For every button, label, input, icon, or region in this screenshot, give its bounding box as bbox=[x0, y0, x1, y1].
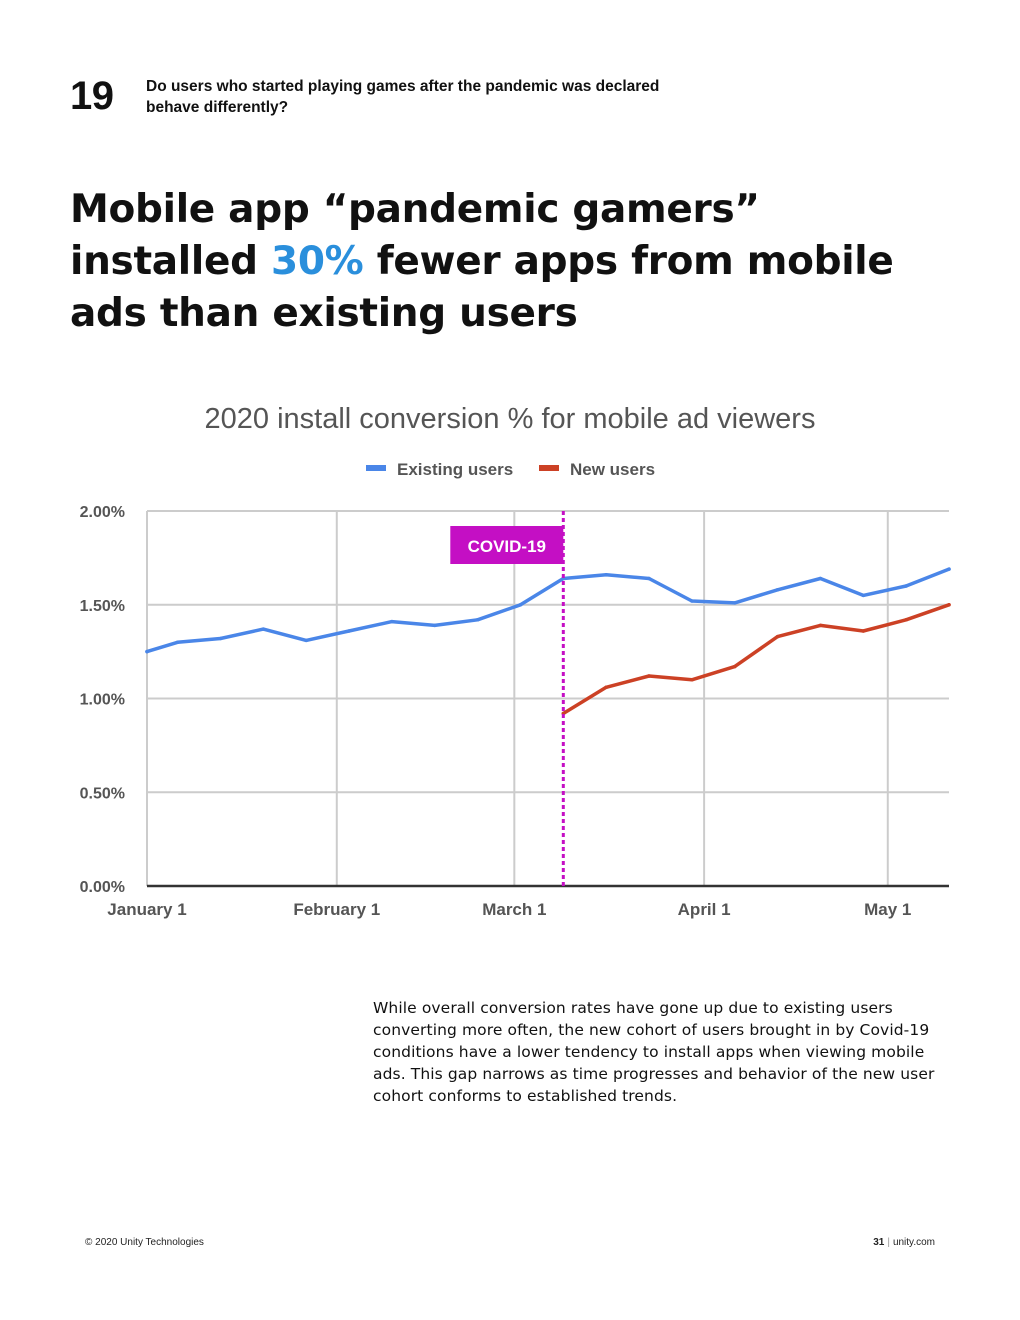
data-point-new-users bbox=[647, 674, 651, 678]
data-point-existing-users bbox=[775, 587, 780, 592]
chart-container: 2020 install conversion % for mobile ad … bbox=[0, 380, 1020, 940]
data-point-new-users bbox=[732, 664, 737, 669]
x-tick-label: January 1 bbox=[107, 900, 186, 919]
data-point-existing-users bbox=[261, 627, 266, 631]
data-point-existing-users bbox=[175, 640, 180, 645]
data-point-existing-users bbox=[732, 601, 737, 605]
chart-series bbox=[145, 567, 951, 716]
data-point-existing-users bbox=[647, 576, 651, 581]
y-axis: 0.00% 0.50% 1.00% 1.50% 2.00% bbox=[80, 504, 125, 896]
legend-label: Existing users bbox=[397, 460, 513, 479]
data-point-existing-users bbox=[390, 619, 394, 624]
data-point-new-users bbox=[861, 629, 866, 633]
data-point-new-users bbox=[690, 677, 694, 682]
data-point-existing-users bbox=[432, 623, 437, 628]
section-question: Do users who started playing games after… bbox=[146, 78, 660, 116]
series-line-new-users bbox=[561, 603, 951, 716]
legend-swatch bbox=[539, 465, 559, 471]
series-line-existing-users bbox=[145, 567, 951, 654]
footer-right: 31 | unity.com bbox=[873, 1237, 935, 1248]
body-paragraph: While overall conversion rates have gone… bbox=[373, 999, 935, 1105]
data-point-existing-users bbox=[690, 599, 694, 603]
line-chart: 2020 install conversion % for mobile ad … bbox=[80, 403, 951, 919]
covid-label: COVID-19 bbox=[468, 537, 546, 556]
legend-swatch bbox=[366, 465, 386, 471]
x-tick-label: April 1 bbox=[678, 900, 731, 919]
headline-part-1: Mobile app “pandemic gamers” installed bbox=[70, 187, 760, 284]
data-point-existing-users bbox=[518, 602, 523, 607]
chart-legend: Existing users New users bbox=[366, 460, 655, 479]
data-point-existing-users bbox=[604, 572, 608, 577]
data-point-new-users bbox=[604, 685, 608, 690]
data-point-existing-users bbox=[145, 649, 149, 654]
data-point-existing-users bbox=[947, 567, 951, 571]
section-number: 19 bbox=[70, 74, 114, 118]
data-point-existing-users bbox=[347, 629, 351, 633]
data-point-new-users bbox=[947, 602, 951, 607]
data-point-new-users bbox=[904, 617, 908, 622]
footer-separator: | bbox=[887, 1237, 890, 1248]
page-number: 31 bbox=[873, 1237, 885, 1248]
covid-label-box bbox=[450, 526, 564, 564]
x-tick-label: February 1 bbox=[293, 900, 380, 919]
y-tick-label: 0.50% bbox=[80, 785, 125, 802]
data-point-new-users bbox=[775, 634, 780, 639]
headline-part-2: fewer apps from mobile ads than existing… bbox=[70, 239, 894, 336]
data-point-existing-users bbox=[475, 617, 480, 622]
headline-highlight: 30% bbox=[271, 239, 364, 284]
y-tick-label: 2.00% bbox=[80, 504, 125, 521]
footer-copyright: © 2020 Unity Technologies bbox=[85, 1237, 204, 1248]
x-tick-label: May 1 bbox=[864, 900, 911, 919]
page-headline: Mobile app “pandemic gamers” installed 3… bbox=[70, 184, 950, 340]
data-point-existing-users bbox=[818, 576, 823, 581]
y-tick-label: 1.50% bbox=[80, 598, 125, 615]
y-tick-label: 0.00% bbox=[80, 879, 125, 896]
chart-grid bbox=[146, 510, 949, 886]
x-axis: January 1 February 1 March 1 April 1 May 1 bbox=[107, 884, 949, 919]
data-point-existing-users bbox=[304, 638, 308, 643]
data-point-existing-users bbox=[218, 636, 223, 641]
legend-label: New users bbox=[570, 460, 655, 479]
y-tick-label: 1.00% bbox=[80, 692, 125, 709]
data-point-new-users bbox=[818, 623, 823, 628]
x-tick-label: March 1 bbox=[482, 900, 546, 919]
chart-title: 2020 install conversion % for mobile ad … bbox=[205, 403, 816, 435]
footer-site-link[interactable]: unity.com bbox=[892, 1237, 935, 1248]
data-point-existing-users bbox=[861, 593, 866, 598]
data-point-existing-users bbox=[904, 584, 908, 588]
covid-annotation: COVID-19 bbox=[450, 511, 565, 886]
